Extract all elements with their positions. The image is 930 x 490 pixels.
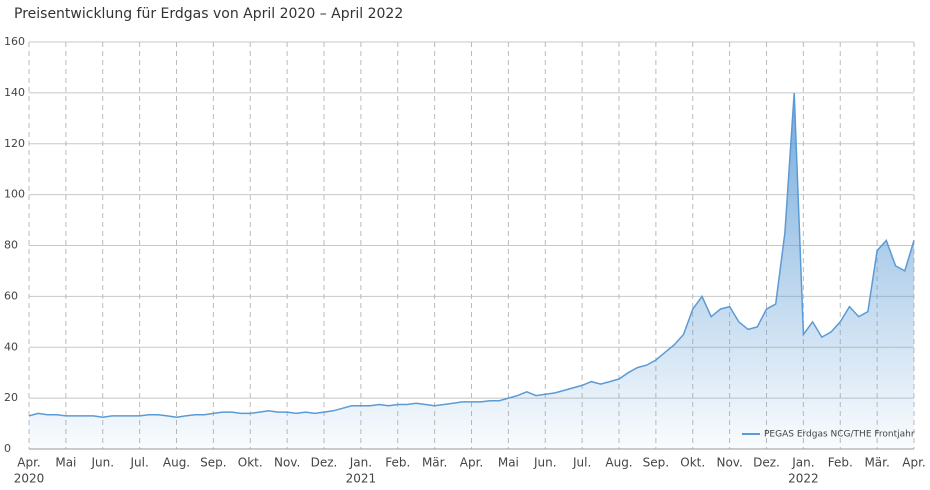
y-tick-label: 40 (4, 340, 18, 353)
x-tick-label: Jun. (533, 456, 557, 470)
x-tick-label: Aug. (163, 456, 190, 470)
x-tick-label: Mär. (864, 456, 889, 470)
y-tick-label: 20 (4, 391, 18, 404)
x-tick-label: Apr. (460, 456, 483, 470)
line (28, 92, 915, 418)
x-tick-label: Feb. (828, 456, 853, 470)
x-year-label: 2020 (14, 472, 45, 486)
x-tick-label: Apr. (17, 456, 40, 470)
x-tick-label: Nov. (716, 456, 742, 470)
x-tick-label: Jan. (349, 456, 372, 470)
x-tick-label: Dez. (753, 456, 780, 470)
x-tick-label: Aug. (605, 456, 632, 470)
x-tick-label: Jul. (572, 456, 591, 470)
x-tick-label: Dez. (311, 456, 338, 470)
y-tick-label: 80 (4, 239, 18, 252)
x-tick-label: Apr. (902, 456, 925, 470)
x-year-label: 2022 (788, 472, 819, 486)
chart-title: Preisentwicklung für Erdgas von April 20… (14, 6, 403, 22)
x-tick-label: Jun. (90, 456, 114, 470)
y-tick-label: 60 (4, 289, 18, 302)
y-tick-label: 0 (4, 442, 11, 455)
y-tick-label: 120 (4, 137, 25, 150)
x-tick-label: Mai (498, 456, 519, 470)
x-tick-label: Okt. (238, 456, 263, 470)
x-tick-label: Feb. (385, 456, 410, 470)
y-tick-label: 140 (4, 86, 25, 99)
x-tick-label: Jan. (791, 456, 814, 470)
x-tick-label: Mär. (422, 456, 447, 470)
x-tick-label: Nov. (274, 456, 300, 470)
x-tick-label: Sep. (643, 456, 669, 470)
x-tick-label: Okt. (680, 456, 705, 470)
x-tick-label: Sep. (200, 456, 226, 470)
legend-label: PEGAS Erdgas NCG/THE Frontjahr (764, 430, 915, 440)
x-tick-label: Mai (55, 456, 76, 470)
y-tick-label: 100 (4, 188, 25, 201)
x-year-label: 2021 (346, 472, 377, 486)
area (29, 92, 914, 450)
y-tick-label: 160 (4, 35, 25, 48)
x-tick-label: Jul. (129, 456, 148, 470)
